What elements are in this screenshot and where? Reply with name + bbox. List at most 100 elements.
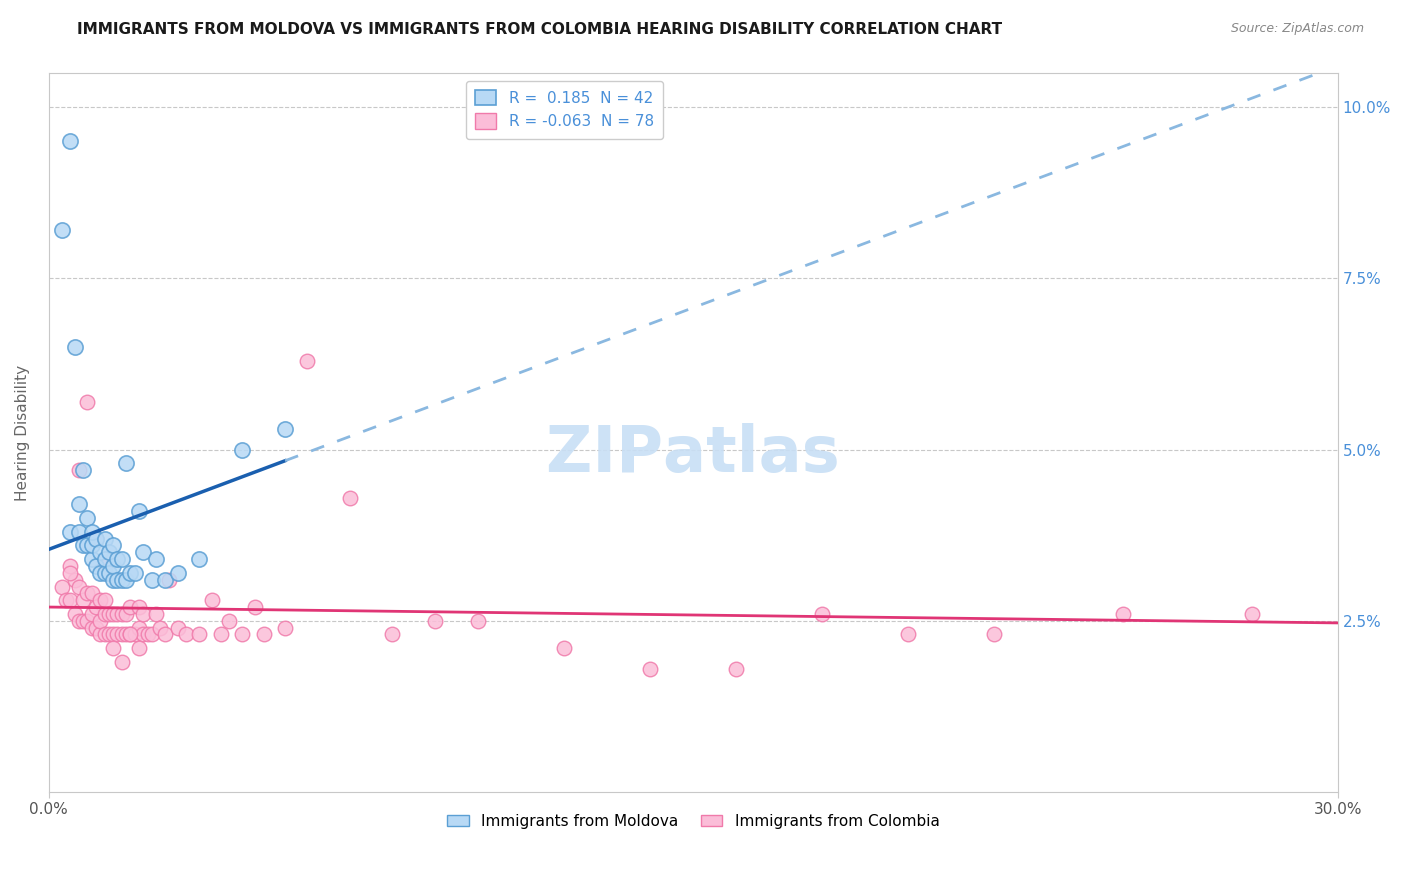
Point — [174, 627, 197, 641]
Legend: Immigrants from Moldova, Immigrants from Colombia: Immigrants from Moldova, Immigrants from… — [441, 807, 945, 835]
Point — [103, 559, 125, 574]
Point — [67, 614, 90, 628]
Point — [63, 573, 86, 587]
Point — [89, 545, 111, 559]
Point — [274, 422, 297, 436]
Point — [153, 573, 176, 587]
Point — [76, 394, 98, 409]
Point — [231, 442, 253, 457]
Point — [725, 662, 748, 676]
Point — [166, 566, 188, 580]
Point — [76, 586, 98, 600]
Point — [218, 614, 240, 628]
Point — [339, 491, 361, 505]
Point — [157, 573, 180, 587]
Point — [897, 627, 920, 641]
Point — [93, 627, 115, 641]
Point — [128, 621, 150, 635]
Point — [89, 614, 111, 628]
Point — [59, 559, 82, 574]
Point — [145, 552, 167, 566]
Point — [63, 340, 86, 354]
Point — [89, 593, 111, 607]
Point — [128, 504, 150, 518]
Point — [76, 614, 98, 628]
Point — [381, 627, 404, 641]
Point — [76, 538, 98, 552]
Point — [128, 641, 150, 656]
Point — [111, 552, 134, 566]
Point — [63, 607, 86, 621]
Point — [132, 607, 155, 621]
Point — [67, 463, 90, 477]
Point — [124, 627, 146, 641]
Point — [252, 627, 274, 641]
Point — [141, 573, 163, 587]
Point — [103, 627, 125, 641]
Point — [84, 532, 107, 546]
Point — [107, 607, 129, 621]
Point — [115, 573, 138, 587]
Point — [166, 621, 188, 635]
Point — [93, 607, 115, 621]
Point — [141, 627, 163, 641]
Point — [51, 580, 73, 594]
Point — [107, 552, 129, 566]
Point — [59, 524, 82, 539]
Point — [153, 627, 176, 641]
Point — [553, 641, 575, 656]
Point — [132, 627, 155, 641]
Point — [107, 573, 129, 587]
Point — [467, 614, 489, 628]
Point — [640, 662, 662, 676]
Point — [243, 600, 266, 615]
Point — [201, 593, 224, 607]
Text: ZIP​atlas: ZIP​atlas — [547, 423, 841, 485]
Point — [111, 607, 134, 621]
Point — [111, 573, 134, 587]
Point — [67, 580, 90, 594]
Point — [295, 353, 318, 368]
Point — [72, 614, 94, 628]
Point — [103, 573, 125, 587]
Point — [84, 600, 107, 615]
Point — [93, 566, 115, 580]
Point — [124, 566, 146, 580]
Point — [80, 621, 103, 635]
Point — [55, 593, 77, 607]
Point — [103, 607, 125, 621]
Point — [136, 627, 159, 641]
Text: Source: ZipAtlas.com: Source: ZipAtlas.com — [1230, 22, 1364, 36]
Point — [103, 538, 125, 552]
Point — [149, 621, 172, 635]
Point — [115, 607, 138, 621]
Point — [983, 627, 1005, 641]
Point — [93, 532, 115, 546]
Text: IMMIGRANTS FROM MOLDOVA VS IMMIGRANTS FROM COLOMBIA HEARING DISABILITY CORRELATI: IMMIGRANTS FROM MOLDOVA VS IMMIGRANTS FR… — [77, 22, 1002, 37]
Point — [120, 600, 142, 615]
Point — [128, 600, 150, 615]
Point — [111, 627, 134, 641]
Point — [80, 607, 103, 621]
Point — [67, 497, 90, 511]
Point — [97, 566, 120, 580]
Point — [72, 593, 94, 607]
Point — [80, 552, 103, 566]
Point — [59, 566, 82, 580]
Point — [76, 511, 98, 525]
Point — [209, 627, 232, 641]
Point — [67, 524, 90, 539]
Point — [107, 627, 129, 641]
Point — [115, 627, 138, 641]
Point — [80, 538, 103, 552]
Point — [425, 614, 447, 628]
Point — [120, 627, 142, 641]
Point — [120, 566, 142, 580]
Point — [111, 655, 134, 669]
Point — [89, 566, 111, 580]
Point — [132, 545, 155, 559]
Point — [188, 627, 211, 641]
Point — [97, 607, 120, 621]
Point — [97, 545, 120, 559]
Point — [274, 621, 297, 635]
